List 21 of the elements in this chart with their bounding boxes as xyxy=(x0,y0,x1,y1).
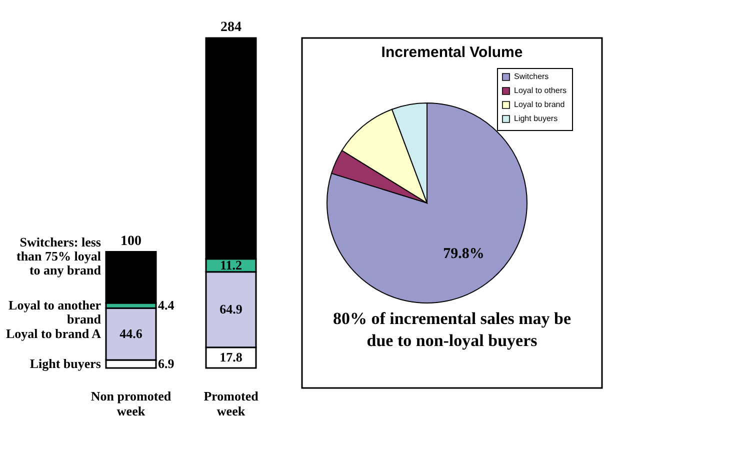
data-label: 44.6 xyxy=(120,326,143,342)
total-label: 100 xyxy=(120,234,142,249)
series-label: Loyal to another brand xyxy=(8,298,102,327)
data-label: 79.8% xyxy=(443,246,484,262)
data-label: 6.9 xyxy=(158,356,175,371)
legend-label: Switchers xyxy=(514,72,549,81)
legend-label: Loyal to brand xyxy=(514,100,565,109)
series-label: Loyal to brand A xyxy=(6,326,102,342)
x-tick-label: Non promoted week xyxy=(90,388,172,418)
data-label: 4.4 xyxy=(158,298,175,313)
series-label: Switchers: less than 75% loyal to any brand xyxy=(16,234,102,278)
chart-title: Incremental Volume xyxy=(381,44,523,61)
total-label: 284 xyxy=(220,20,242,35)
text: 80% of incremental sales may be due to non-loyal buyers xyxy=(332,309,572,350)
data-label: 11.2 xyxy=(220,257,242,272)
series-label: Light buyers xyxy=(30,356,101,371)
legend-label: Light buyers xyxy=(514,114,558,123)
data-label: 64.9 xyxy=(220,302,243,317)
x-tick-label: Promoted week xyxy=(204,388,260,418)
legend-label: Loyal to others xyxy=(514,86,566,95)
data-label: 17.8 xyxy=(220,350,243,365)
